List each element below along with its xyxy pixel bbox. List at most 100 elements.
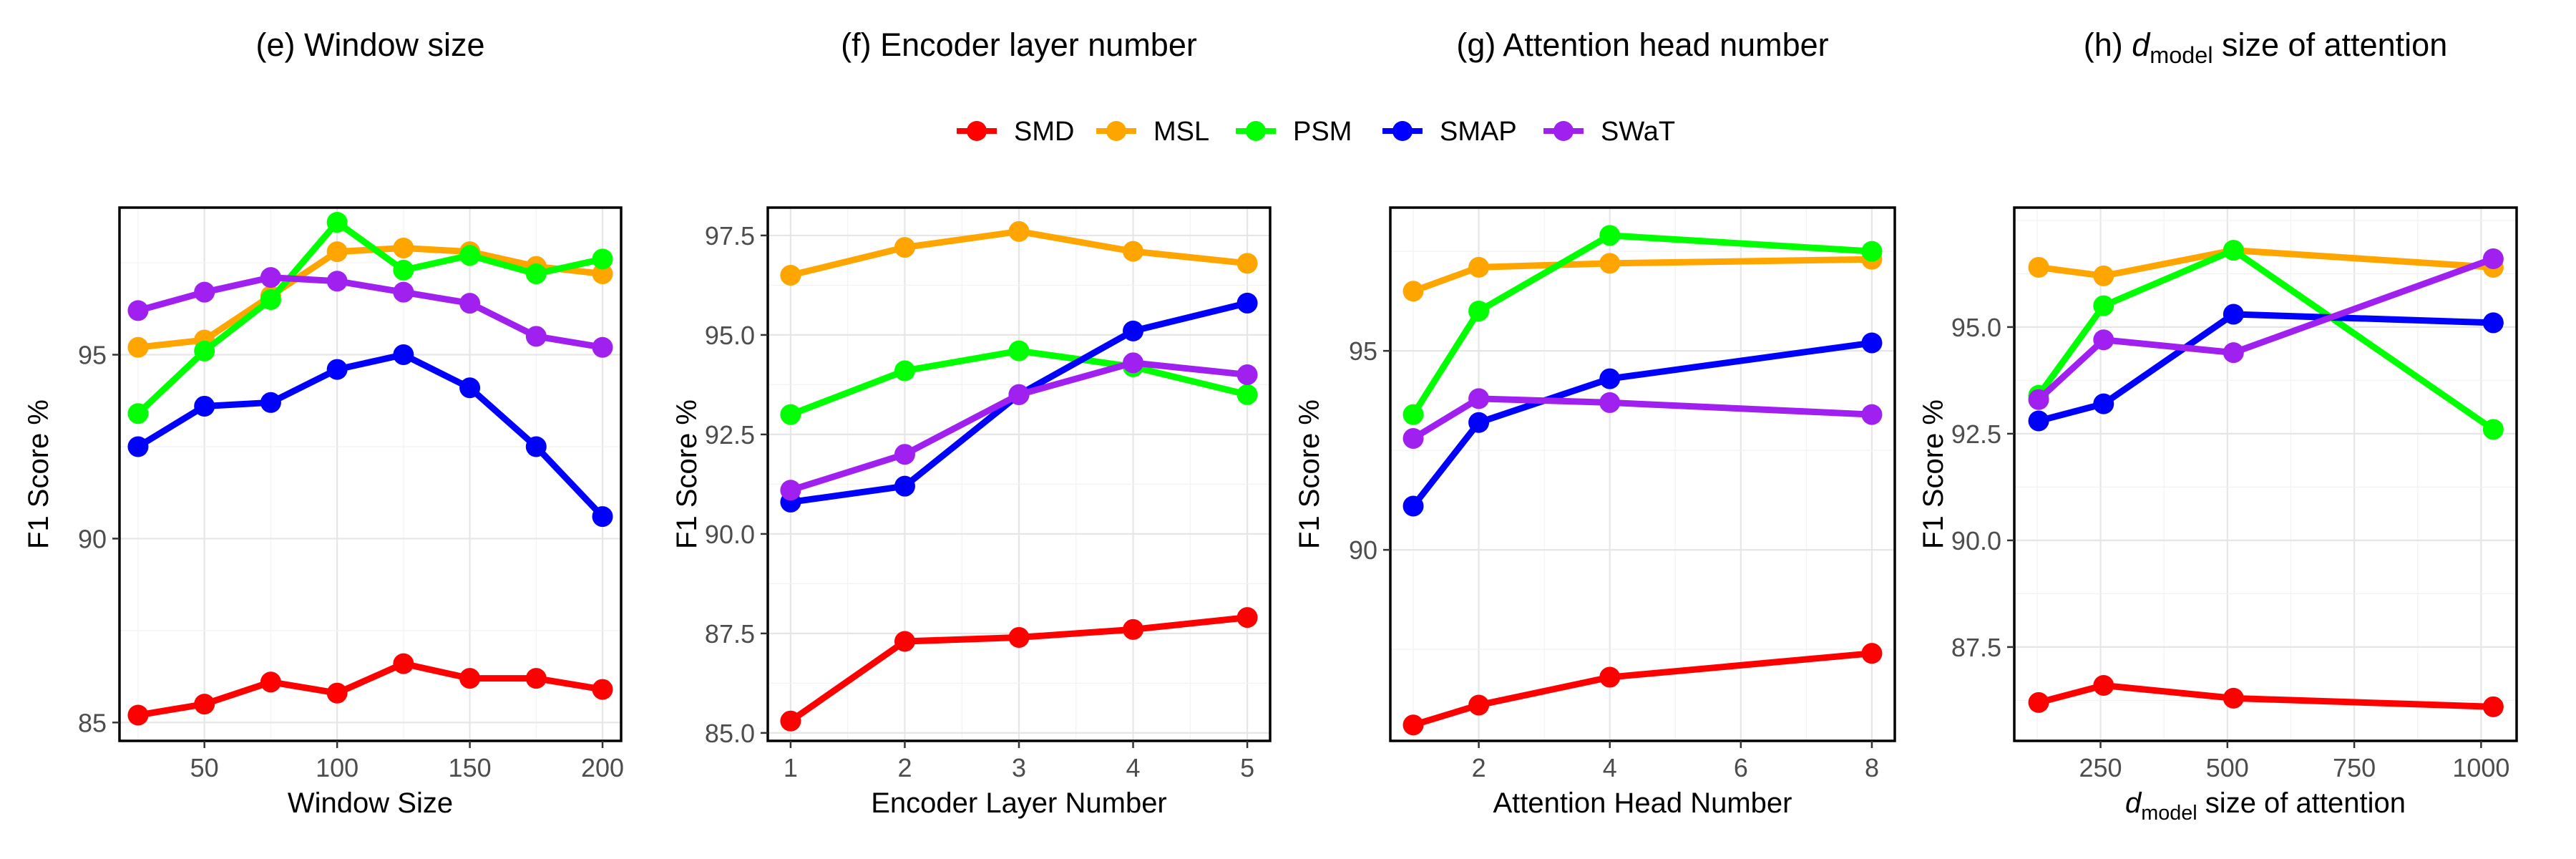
data-point (326, 359, 348, 380)
y-axis-label: F1 Score % (1918, 399, 1949, 549)
x-tick-label: 2 (1472, 753, 1486, 782)
data-point (1236, 253, 1258, 274)
data-point (194, 395, 215, 417)
series-smd (1402, 643, 1883, 736)
x-tick-label: 4 (1603, 753, 1617, 782)
panel-4: (h) dmodel size of attention 250 500 750 100… (1918, 26, 2518, 825)
data-point (2028, 256, 2049, 278)
legend-key-marker (967, 121, 987, 141)
panel-1: (e) Window size 50 100 150 200 85 90 95 Window S… (23, 26, 624, 819)
x-tick-label: 750 (2333, 753, 2376, 782)
series-line (2035, 247, 2497, 433)
data-point (2223, 342, 2244, 364)
panel-title: (e) Window size (255, 26, 484, 63)
data-point (1008, 220, 1030, 242)
y-tick-label: 95 (1349, 336, 1377, 366)
data-point (1402, 495, 1424, 517)
data-point (459, 668, 481, 689)
data-point (1402, 427, 1424, 449)
data-point (2482, 312, 2504, 334)
data-point (393, 281, 414, 303)
legend-label: SMD (1014, 117, 1074, 147)
series-line (1410, 395, 1875, 442)
data-point (592, 506, 613, 528)
x-axis-label: Attention Head Number (1493, 787, 1792, 819)
series-msl (780, 220, 1258, 286)
data-point (894, 237, 915, 258)
y-axis: 87.5 90.0 92.5 95.0 (1951, 313, 2014, 662)
series-line (1410, 256, 1875, 295)
series-line (1410, 232, 1875, 418)
data-point (592, 336, 613, 358)
grid (2014, 208, 2517, 741)
data-point (780, 404, 801, 425)
y-tick-label: 92.5 (1951, 419, 2001, 449)
data-point (459, 245, 481, 266)
data-point (393, 238, 414, 259)
data-point (525, 326, 547, 347)
y-tick-label: 87.5 (705, 619, 755, 649)
x-tick-label: 50 (190, 753, 219, 782)
data-point (1236, 292, 1258, 314)
data-point (127, 336, 149, 358)
series-line (2035, 247, 2497, 279)
data-point (894, 360, 915, 382)
legend-item-smd: SMD (957, 117, 1074, 147)
plot-frame (2013, 206, 2518, 742)
x-axis-label: Window Size (288, 787, 453, 819)
series-line (2035, 311, 2497, 424)
series-psm (1402, 225, 1883, 425)
data-point (2028, 410, 2049, 432)
data-point (780, 265, 801, 286)
data-point (525, 263, 547, 284)
legend-key-marker (1106, 121, 1126, 141)
y-tick-label: 92.5 (705, 420, 755, 450)
x-tick-label: 6 (1734, 753, 1748, 782)
data-point (326, 271, 348, 292)
x-axis: 1 2 3 4 5 (784, 741, 1254, 782)
data-point (1468, 412, 1490, 433)
data-point (1402, 404, 1424, 425)
panel-2: (f) Encoder layer number 1 2 3 4 5 85.0 87.5 90.… (671, 26, 1272, 819)
series-swat (780, 352, 1258, 501)
y-tick-label: 90 (1349, 535, 1377, 565)
data-point (1008, 626, 1030, 648)
data-point (260, 392, 281, 413)
x-tick-label: 1000 (2452, 753, 2509, 782)
data-point (780, 480, 801, 501)
panel-title: (f) Encoder layer number (841, 26, 1197, 63)
legend-label: SWaT (1601, 117, 1675, 147)
x-tick-label: 5 (1240, 753, 1254, 782)
y-tick-label: 95.0 (705, 321, 755, 350)
y-tick-label: 95.0 (1951, 313, 2001, 342)
y-axis-label: F1 Score % (671, 399, 703, 549)
data-point (459, 293, 481, 314)
data-point (2482, 419, 2504, 440)
y-tick-label: 95 (78, 341, 107, 370)
x-tick-label: 2 (897, 753, 912, 782)
data-point (1402, 281, 1424, 302)
data-point (525, 436, 547, 457)
data-point (393, 344, 414, 366)
y-tick-label: 90 (78, 524, 107, 553)
series-smap (1402, 332, 1883, 517)
x-tick-label: 150 (449, 753, 492, 782)
legend-key-marker (1246, 121, 1266, 141)
data-point (326, 212, 348, 233)
data-point (194, 281, 215, 303)
data-point (1468, 301, 1490, 322)
data-point (1236, 384, 1258, 405)
x-axis: 250 500 750 1000 (2079, 741, 2509, 782)
data-point (2093, 265, 2114, 286)
data-point (1402, 714, 1424, 736)
y-axis: 85.0 87.5 90.0 92.5 95.0 97.5 (705, 221, 768, 748)
legend-item-msl: MSL (1096, 117, 1209, 147)
x-tick-label: 4 (1126, 753, 1141, 782)
x-tick-label: 250 (2079, 753, 2122, 782)
plot-frame (1389, 206, 1896, 742)
series-swat (1402, 388, 1883, 449)
legend-label: MSL (1153, 117, 1209, 147)
data-point (1123, 618, 1144, 640)
series-line (135, 351, 606, 520)
